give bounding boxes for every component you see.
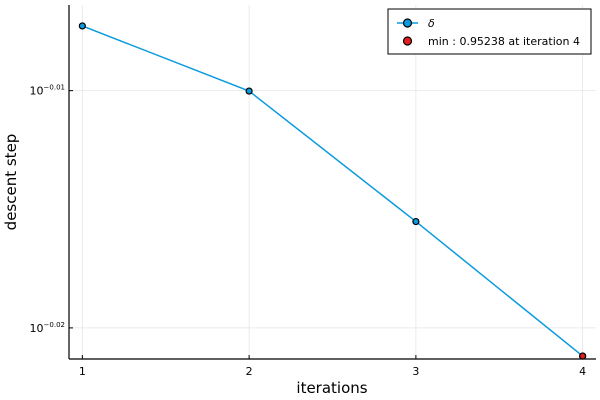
legend-box — [387, 8, 592, 55]
axes — [68, 5, 596, 360]
legend-label-delta: δ — [428, 17, 435, 30]
x-tick-label: 4 — [579, 365, 586, 378]
x-tick-label: 1 — [79, 365, 86, 378]
legend-label-min: min : 0.95238 at iteration 4 — [428, 35, 580, 48]
legend: δ min : 0.95238 at iteration 4 — [387, 8, 592, 55]
legend-delta-marker — [402, 18, 413, 28]
y-tick-label: 10−0.02 — [30, 321, 65, 335]
x-tick-label: 3 — [412, 365, 419, 378]
y-tick-label: 10−0.01 — [30, 84, 65, 98]
data-point — [78, 22, 86, 30]
minimum-point — [579, 352, 587, 360]
y-ticks: 10−0.01 10−0.02 — [30, 84, 73, 335]
x-axis-title: iterations — [296, 379, 367, 397]
data-point — [412, 217, 420, 226]
legend-min-marker — [402, 36, 413, 46]
y-axis-title: descent step — [2, 134, 20, 231]
data-point — [245, 87, 253, 95]
series-line — [82, 25, 584, 357]
minimum-marker-group — [579, 352, 587, 360]
grid — [69, 5, 596, 359]
x-tick-label: 2 — [246, 365, 253, 378]
